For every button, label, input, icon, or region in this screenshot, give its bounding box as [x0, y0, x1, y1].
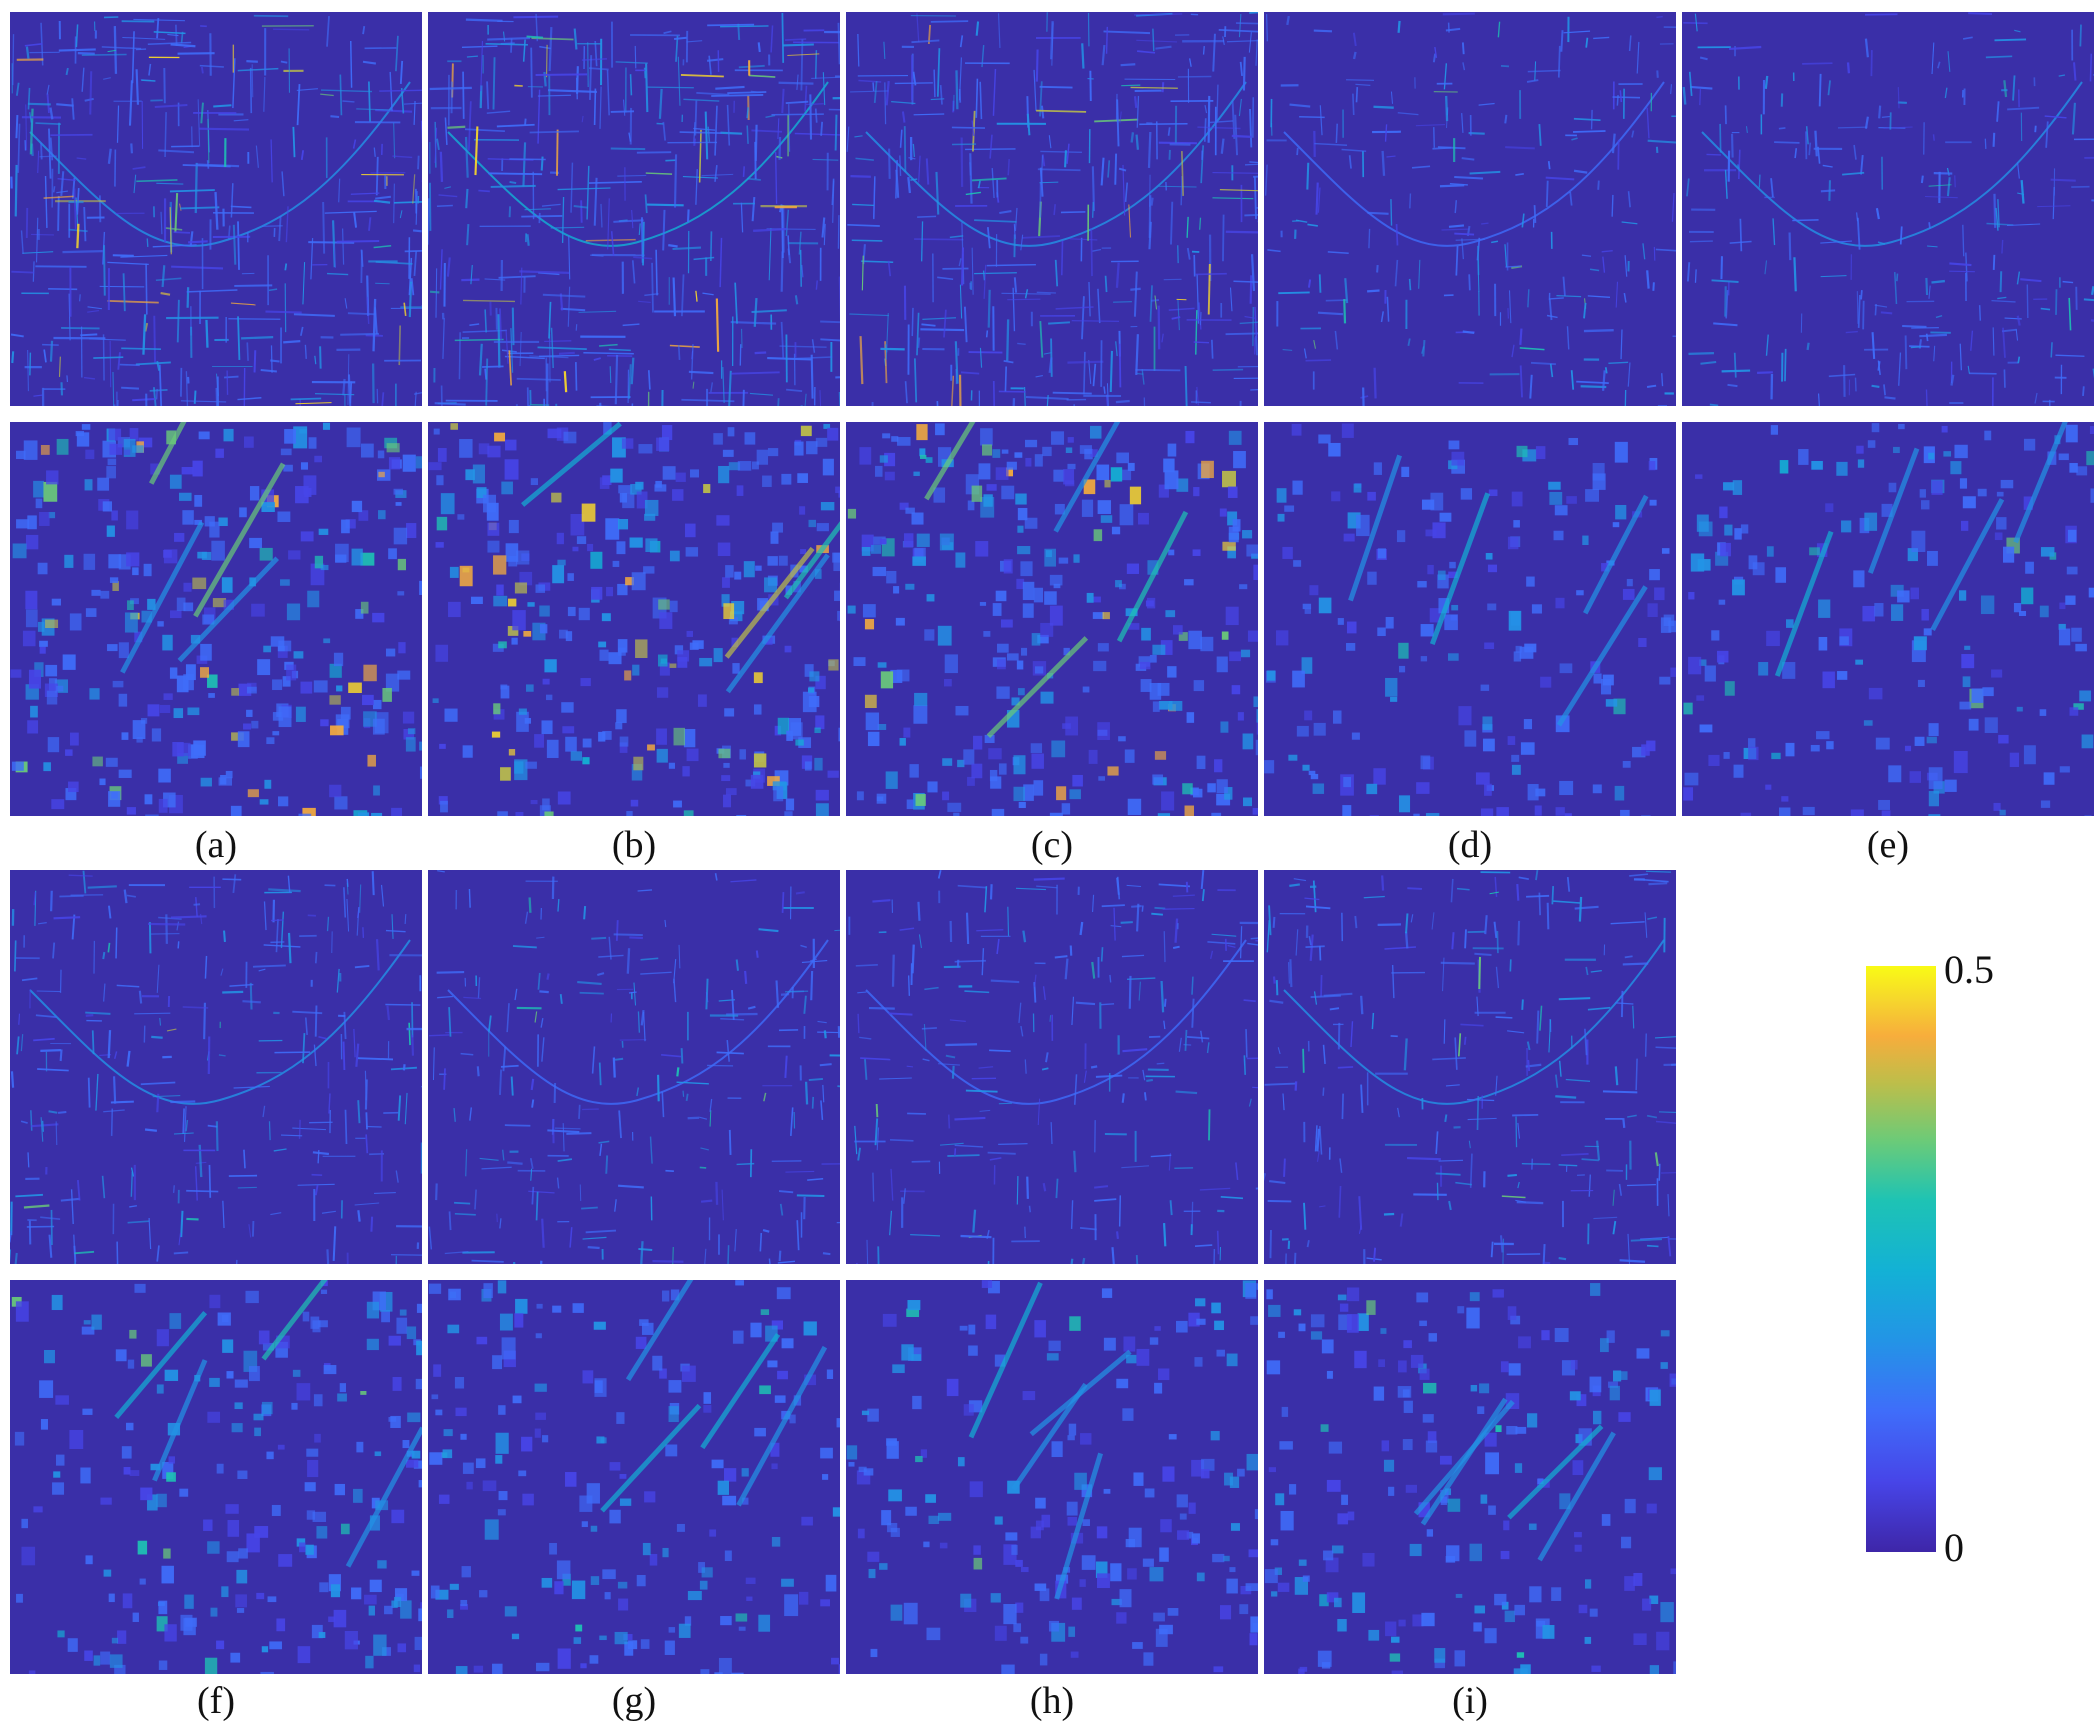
caption-g: (g): [611, 1680, 657, 1722]
panel-i-zoom: [1264, 1280, 1676, 1674]
caption-f: (f): [197, 1680, 235, 1722]
caption-b: (b): [611, 824, 657, 866]
error-map-texture: [10, 12, 422, 406]
caption-d: (d): [1447, 824, 1493, 866]
panel-h-full: [846, 870, 1258, 1264]
panel-d-full: [1264, 12, 1676, 406]
error-map-texture: [1264, 422, 1676, 816]
caption-c: (c): [1030, 824, 1074, 866]
error-map-texture: [846, 870, 1258, 1264]
panel-d-zoom: [1264, 422, 1676, 816]
error-map-texture: [10, 422, 422, 816]
caption-i: (i): [1452, 1680, 1488, 1722]
error-map-texture: [846, 422, 1258, 816]
panel-c-full: [846, 12, 1258, 406]
panel-f-zoom: [10, 1280, 422, 1674]
panel-e-zoom: [1682, 422, 2094, 816]
error-map-texture: [1264, 870, 1676, 1264]
panel-b-full: [428, 12, 840, 406]
panel-e-full: [1682, 12, 2094, 406]
error-map-texture: [10, 870, 422, 1264]
error-map-texture: [428, 12, 840, 406]
panel-a-full: [10, 12, 422, 406]
panel-a-zoom: [10, 422, 422, 816]
error-map-texture: [428, 870, 840, 1264]
colorbar-max-label: 0.5: [1944, 947, 1994, 992]
error-map-texture: [1682, 422, 2094, 816]
panel-f-full: [10, 870, 422, 1264]
error-map-texture: [1682, 12, 2094, 406]
panel-g-full: [428, 870, 840, 1264]
error-map-texture: [428, 1280, 840, 1674]
error-map-texture: [846, 1280, 1258, 1674]
panel-g-zoom: [428, 1280, 840, 1674]
panel-i-full: [1264, 870, 1676, 1264]
error-map-texture: [428, 422, 840, 816]
colorbar: [1866, 966, 1936, 1552]
caption-h: (h): [1029, 1680, 1075, 1722]
error-map-texture: [1264, 1280, 1676, 1674]
error-map-texture: [10, 1280, 422, 1674]
caption-e: (e): [1866, 824, 1910, 866]
error-map-texture: [1264, 12, 1676, 406]
panel-c-zoom: [846, 422, 1258, 816]
panel-b-zoom: [428, 422, 840, 816]
error-map-texture: [846, 12, 1258, 406]
colorbar-min-label: 0: [1944, 1525, 1964, 1570]
panel-h-zoom: [846, 1280, 1258, 1674]
caption-a: (a): [194, 824, 238, 866]
